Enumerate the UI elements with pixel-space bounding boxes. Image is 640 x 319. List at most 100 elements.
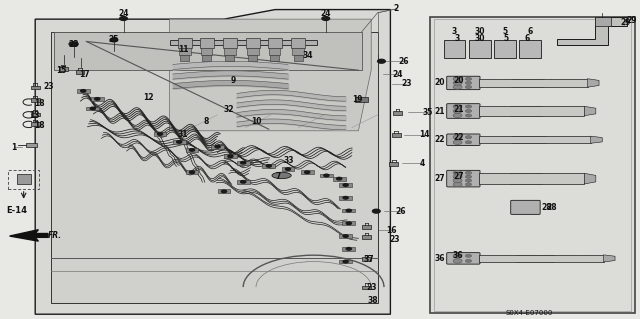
- Bar: [393, 111, 402, 115]
- Text: 6: 6: [527, 27, 532, 36]
- Circle shape: [110, 38, 118, 42]
- Text: 15: 15: [56, 66, 67, 75]
- Bar: [498, 45, 504, 49]
- Bar: [505, 45, 511, 49]
- Circle shape: [322, 17, 330, 20]
- Bar: [473, 45, 479, 49]
- Text: 36: 36: [435, 254, 445, 263]
- Bar: [454, 45, 460, 49]
- Bar: [180, 55, 189, 61]
- Circle shape: [453, 135, 462, 139]
- Circle shape: [453, 182, 462, 187]
- Text: 37: 37: [364, 255, 374, 263]
- Circle shape: [453, 174, 462, 179]
- Bar: [247, 48, 259, 55]
- Polygon shape: [557, 17, 627, 45]
- Bar: [479, 79, 588, 87]
- Circle shape: [465, 85, 472, 89]
- Text: 23: 23: [367, 283, 377, 292]
- FancyBboxPatch shape: [469, 40, 491, 58]
- Bar: [523, 45, 529, 49]
- Bar: [237, 161, 250, 165]
- Circle shape: [343, 184, 348, 186]
- Bar: [479, 255, 604, 262]
- Text: 11: 11: [178, 45, 188, 54]
- Text: 17: 17: [79, 70, 90, 78]
- Text: 20: 20: [453, 76, 463, 85]
- Text: 35: 35: [423, 108, 433, 117]
- Text: 3: 3: [452, 27, 457, 36]
- Text: 30: 30: [475, 27, 485, 36]
- Text: 25: 25: [109, 35, 119, 44]
- FancyBboxPatch shape: [519, 40, 541, 58]
- Text: 7: 7: [275, 172, 280, 181]
- Bar: [202, 55, 211, 61]
- Text: 24: 24: [321, 9, 331, 18]
- Text: 23: 23: [389, 235, 399, 244]
- Bar: [498, 50, 504, 54]
- Circle shape: [189, 149, 195, 151]
- Circle shape: [69, 42, 78, 46]
- Bar: [434, 19, 631, 311]
- Text: 26: 26: [396, 207, 406, 216]
- Text: 34: 34: [303, 51, 313, 60]
- Bar: [595, 17, 611, 26]
- Bar: [511, 173, 542, 184]
- Text: 4: 4: [420, 159, 425, 168]
- Polygon shape: [591, 136, 602, 143]
- FancyBboxPatch shape: [447, 253, 480, 264]
- Circle shape: [337, 177, 342, 180]
- Text: 10: 10: [251, 117, 261, 126]
- Bar: [200, 38, 214, 48]
- FancyBboxPatch shape: [494, 40, 516, 58]
- Bar: [17, 174, 31, 184]
- Bar: [218, 189, 230, 193]
- Bar: [523, 50, 529, 54]
- Bar: [362, 235, 371, 239]
- Bar: [54, 32, 362, 70]
- Bar: [224, 154, 237, 158]
- Circle shape: [305, 171, 310, 174]
- Circle shape: [465, 136, 472, 139]
- Text: 5: 5: [502, 27, 508, 36]
- Text: 18: 18: [35, 99, 45, 108]
- Text: 23: 23: [44, 82, 54, 91]
- Text: 27: 27: [434, 174, 445, 183]
- Circle shape: [241, 161, 246, 164]
- Bar: [480, 50, 486, 54]
- Circle shape: [177, 141, 182, 143]
- Bar: [339, 183, 352, 187]
- Bar: [211, 145, 224, 149]
- Text: 28: 28: [541, 204, 552, 212]
- FancyBboxPatch shape: [447, 170, 480, 187]
- Bar: [282, 167, 294, 171]
- Text: 29: 29: [626, 16, 636, 25]
- Circle shape: [343, 197, 348, 199]
- Bar: [511, 106, 542, 116]
- Circle shape: [228, 155, 233, 158]
- Bar: [505, 50, 511, 54]
- Polygon shape: [584, 173, 596, 184]
- Circle shape: [465, 109, 472, 113]
- Bar: [301, 170, 314, 174]
- Bar: [454, 50, 460, 54]
- Bar: [473, 50, 479, 54]
- Bar: [362, 226, 371, 229]
- Bar: [516, 204, 535, 211]
- Circle shape: [453, 109, 462, 113]
- Circle shape: [453, 254, 462, 258]
- Bar: [430, 17, 635, 313]
- Bar: [291, 38, 305, 48]
- Bar: [86, 107, 99, 110]
- Circle shape: [343, 260, 348, 263]
- Text: 36: 36: [453, 251, 463, 260]
- Bar: [292, 48, 304, 55]
- Polygon shape: [35, 10, 390, 314]
- Circle shape: [453, 81, 462, 85]
- Bar: [269, 48, 280, 55]
- FancyBboxPatch shape: [447, 76, 480, 90]
- Bar: [362, 257, 371, 261]
- Text: 32: 32: [224, 105, 234, 114]
- Bar: [248, 55, 257, 61]
- Circle shape: [453, 178, 462, 183]
